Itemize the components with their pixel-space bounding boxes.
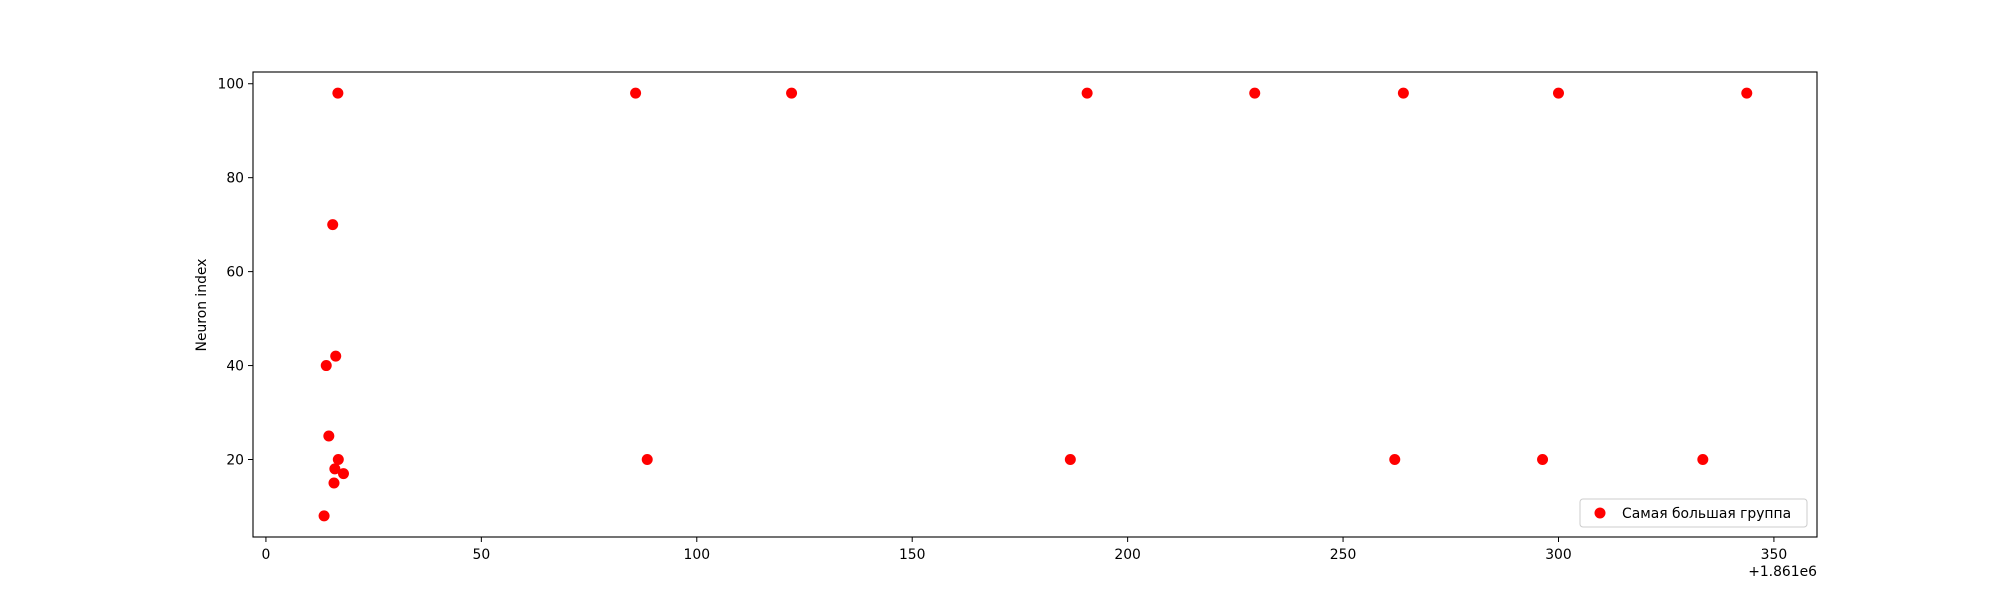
data-point xyxy=(1064,454,1076,465)
data-point xyxy=(1697,454,1709,465)
data-point xyxy=(1081,87,1093,99)
legend-box xyxy=(1579,498,1808,528)
x-tick-label: 200 xyxy=(1114,547,1141,563)
data-point xyxy=(641,454,653,465)
legend-marker xyxy=(1594,507,1606,519)
data-point xyxy=(786,87,798,99)
data-point xyxy=(328,477,340,489)
plot-area xyxy=(318,87,1753,522)
axes: 0 50 100 150 200 250 300 350 20 40 60 80 100 xyxy=(217,71,1818,563)
y-tick-label: 60 xyxy=(226,265,244,281)
y-axis-label: Neuron index xyxy=(194,259,210,352)
data-point xyxy=(327,219,339,231)
data-point xyxy=(323,430,335,442)
x-tick-label: 300 xyxy=(1545,547,1572,563)
x-tick-label: 150 xyxy=(899,547,926,563)
x-tick-label: 50 xyxy=(473,547,491,563)
data-point xyxy=(337,468,349,480)
data-point xyxy=(630,87,642,99)
data-point xyxy=(1552,87,1564,99)
legend: Самая большая группа xyxy=(1579,498,1808,528)
y-tick-label: 20 xyxy=(226,453,244,469)
data-point xyxy=(330,350,342,362)
data-point xyxy=(332,454,344,465)
plot-frame xyxy=(252,71,1818,538)
x-axis-offset-label: +1.861e6 xyxy=(1748,564,1817,580)
x-tick-label: 0 xyxy=(262,547,271,563)
y-tick-label: 40 xyxy=(226,359,244,375)
y-tick-label: 80 xyxy=(226,171,244,187)
x-tick-label: 250 xyxy=(1330,547,1357,563)
data-point xyxy=(1537,454,1549,465)
data-point xyxy=(1389,454,1401,465)
data-point xyxy=(1249,87,1261,99)
legend-label: Самая большая группа xyxy=(1622,506,1791,522)
data-point xyxy=(329,463,341,475)
data-point xyxy=(320,360,332,372)
data-point xyxy=(1397,87,1409,99)
data-point xyxy=(1741,87,1753,99)
x-tick-label: 100 xyxy=(684,547,711,563)
y-tick-label: 100 xyxy=(217,77,244,93)
data-point xyxy=(332,87,344,99)
x-tick-label: 350 xyxy=(1761,547,1788,563)
data-point xyxy=(318,510,330,522)
